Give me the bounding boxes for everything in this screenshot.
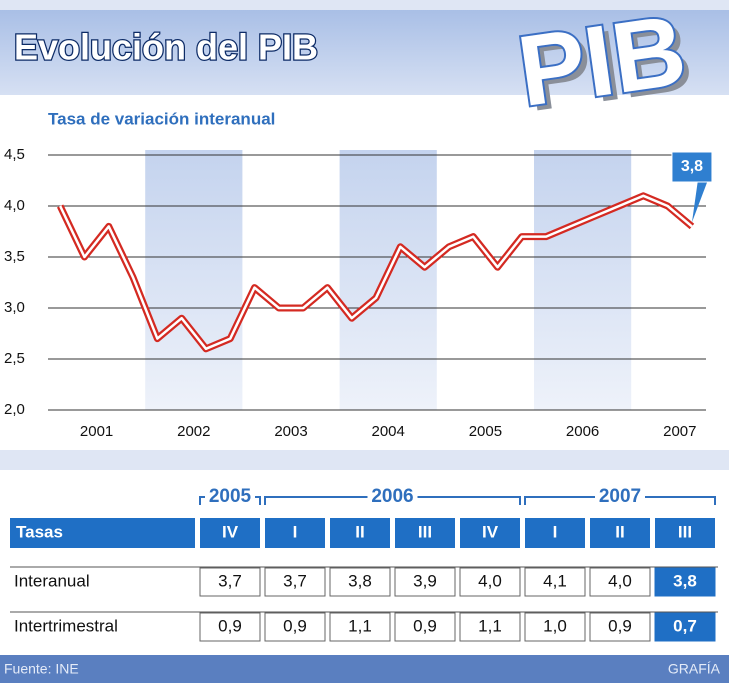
header-label: Tasas <box>16 522 63 541</box>
header-label: II <box>615 522 624 541</box>
cell-value: 4,1 <box>543 571 567 590</box>
page: Evolución del PIB PIB PIB Tasa de variac… <box>0 0 729 683</box>
callout-label: 3,8 <box>681 158 703 175</box>
cell-value: 3,8 <box>673 571 697 590</box>
header-label: IV <box>222 522 239 541</box>
cell-value: 0,7 <box>673 616 697 635</box>
cell-value: 0,9 <box>608 616 632 635</box>
cell-value: 0,9 <box>218 616 242 635</box>
y-tick-label: 2,0 <box>4 401 25 418</box>
cell-value: 0,9 <box>283 616 307 635</box>
group-label: 2006 <box>371 486 413 507</box>
title: Evolución del PIB <box>14 27 318 68</box>
header-label: I <box>553 522 558 541</box>
cell-value: 1,1 <box>348 616 372 635</box>
x-tick-label: 2003 <box>274 423 307 440</box>
header-label: IV <box>482 522 499 541</box>
y-tick-label: 4,5 <box>4 146 25 163</box>
header-label: III <box>678 522 692 541</box>
cell-value: 1,0 <box>543 616 567 635</box>
year-band <box>145 150 242 410</box>
cell-value: 1,1 <box>478 616 502 635</box>
cell-value: 3,8 <box>348 571 372 590</box>
cell-value: 3,9 <box>413 571 437 590</box>
x-tick-label: 2006 <box>566 423 599 440</box>
footer-credit: GRAFÍA <box>668 661 721 677</box>
x-tick-label: 2007 <box>663 423 696 440</box>
cell-value: 3,7 <box>218 571 242 590</box>
year-band <box>534 150 631 410</box>
header-label: III <box>418 522 432 541</box>
cell-value: 4,0 <box>478 571 502 590</box>
y-tick-label: 3,0 <box>4 299 25 316</box>
row-label: Intertrimestral <box>14 616 118 635</box>
x-tick-label: 2001 <box>80 423 113 440</box>
cell-value: 4,0 <box>608 571 632 590</box>
chart-subtitle: Tasa de variación interanual <box>48 109 275 128</box>
x-tick-label: 2005 <box>469 423 502 440</box>
cell-value: 0,9 <box>413 616 437 635</box>
y-tick-label: 4,0 <box>4 197 25 214</box>
group-label: 2005 <box>209 486 252 507</box>
cell-value: 3,7 <box>283 571 307 590</box>
x-tick-label: 2002 <box>177 423 210 440</box>
group-label: 2007 <box>599 486 641 507</box>
x-tick-label: 2004 <box>372 423 405 440</box>
row-label: Interanual <box>14 571 90 590</box>
header-label: I <box>293 522 298 541</box>
y-tick-label: 3,5 <box>4 248 25 265</box>
header-label: II <box>355 522 364 541</box>
footer-band <box>0 655 729 683</box>
y-tick-label: 2,5 <box>4 350 25 367</box>
footer-source: Fuente: INE <box>4 661 79 677</box>
